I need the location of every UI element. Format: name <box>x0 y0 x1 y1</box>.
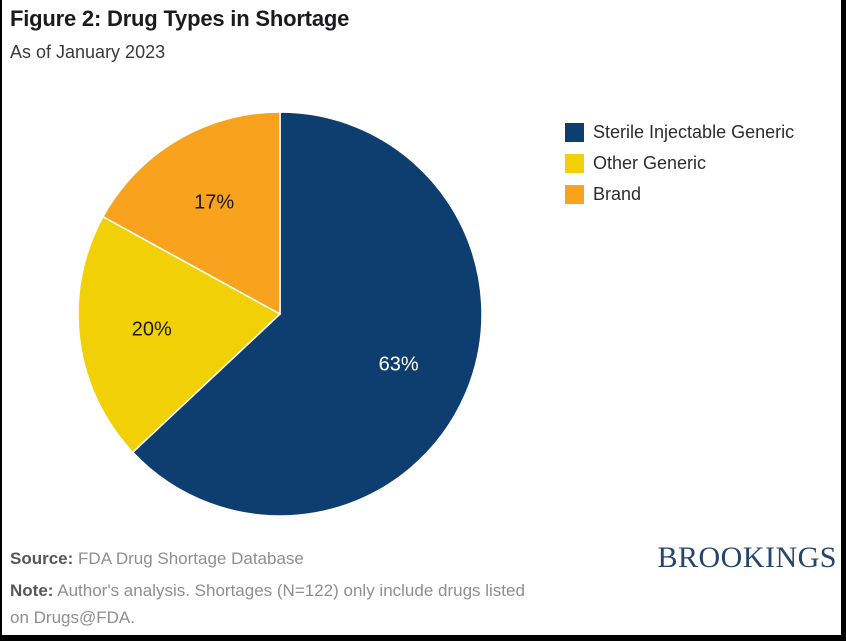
legend-swatch-icon <box>565 123 584 142</box>
slice-value-label: 63% <box>378 353 419 376</box>
note-block: Note: Author's analysis. Shortages (N=12… <box>10 577 525 631</box>
legend-label: Other Generic <box>593 153 707 173</box>
source-text: FDA Drug Shortage Database <box>78 549 304 568</box>
source-label: Source: <box>10 549 74 568</box>
page-title: Figure 2: Drug Types in Shortage <box>10 6 350 31</box>
legend-item-brand: Brand <box>565 184 794 205</box>
legend-swatch-icon <box>565 185 584 204</box>
brookings-logo: BROOKINGS <box>657 541 837 574</box>
slice-value-label: 17% <box>194 191 235 214</box>
legend-item-sterile-injectable-generic: Sterile Injectable Generic <box>565 122 794 143</box>
pie-chart: 63% 20% 17% <box>68 102 492 526</box>
note-line1: Author's analysis. Shortages (N=122) onl… <box>57 581 525 600</box>
pie-slice-other-generic <box>77 215 282 454</box>
legend-swatch-icon <box>565 154 584 173</box>
legend-label: Sterile Injectable Generic <box>593 122 795 142</box>
pie-slice-brand <box>101 111 281 316</box>
note-line2: on Drugs@FDA. <box>10 608 135 627</box>
pie-chart-svg <box>77 111 483 517</box>
chart-subtitle: As of January 2023 <box>10 42 166 62</box>
legend-item-other-generic: Other Generic <box>565 153 794 174</box>
chart-legend: Sterile Injectable Generic Other Generic B… <box>565 122 794 215</box>
note-label: Note: <box>10 581 54 600</box>
slice-value-label: 20% <box>131 318 172 341</box>
legend-label: Brand <box>593 184 642 204</box>
source-line: Source: FDA Drug Shortage Database <box>10 549 304 569</box>
pie-slice-sterile-injectable-generic <box>131 111 483 517</box>
